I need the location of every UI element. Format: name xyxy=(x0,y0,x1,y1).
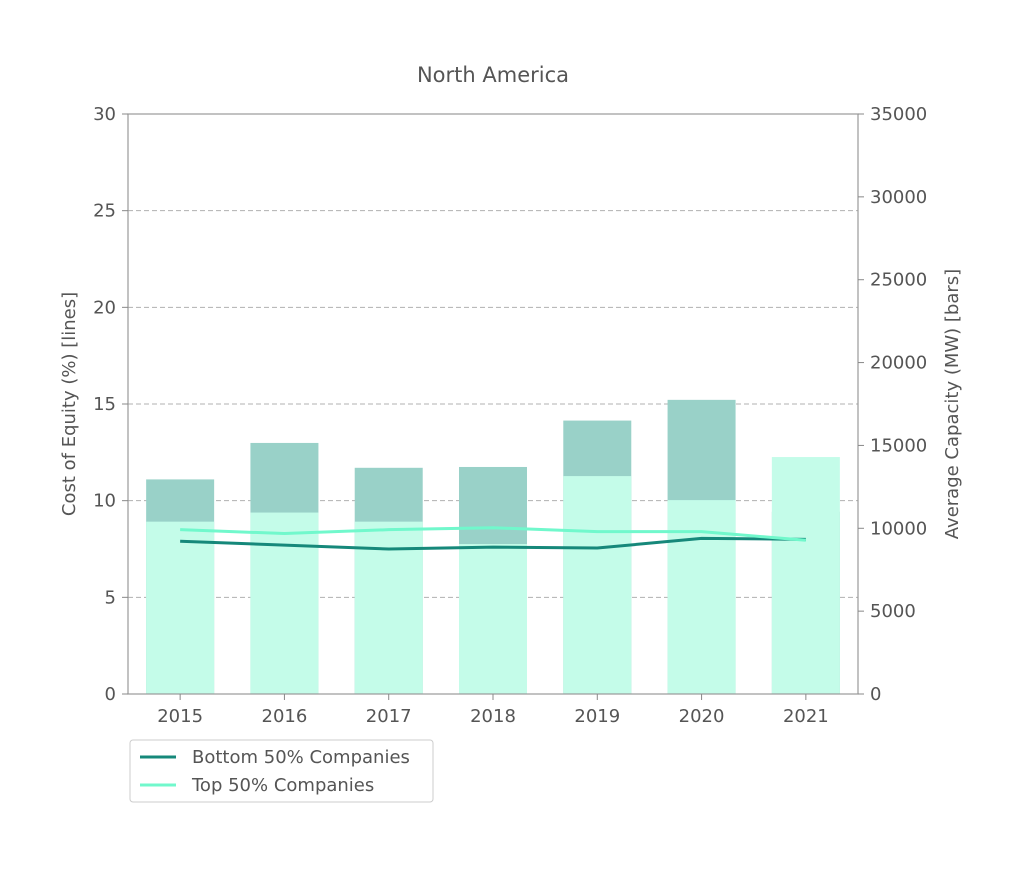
right-axis-label: Average Capacity (MW) [bars] xyxy=(942,269,963,539)
bar-top-2018 xyxy=(459,544,527,694)
x-tick-label: 2015 xyxy=(157,706,203,727)
bar-top-2016 xyxy=(250,512,319,694)
left-tick-label: 0 xyxy=(105,684,116,705)
left-tick-label: 30 xyxy=(93,104,116,125)
right-tick-label: 5000 xyxy=(870,601,916,622)
x-tick-label: 2019 xyxy=(574,706,620,727)
grid-lines xyxy=(128,210,858,598)
left-tick-label: 20 xyxy=(93,297,116,318)
bar-top-2021 xyxy=(771,457,840,694)
right-axis: 0 5000 10000 15000 20000 25000 30000 35000 xyxy=(858,104,927,705)
left-tick-label: 25 xyxy=(93,201,116,222)
right-tick-label: 15000 xyxy=(870,435,927,456)
legend-label-top: Top 50% Companies xyxy=(191,775,374,796)
left-tick-label: 5 xyxy=(105,587,116,608)
right-tick-label: 20000 xyxy=(870,353,927,374)
legend-label-bottom: Bottom 50% Companies xyxy=(192,747,410,768)
chart-title: North America xyxy=(417,63,569,87)
x-axis: 2015 2016 2017 2018 2019 2020 2021 xyxy=(157,694,829,727)
bar-top-2019 xyxy=(563,476,632,694)
left-tick-label: 10 xyxy=(93,491,116,512)
right-tick-label: 0 xyxy=(870,684,881,705)
bar-top-2020 xyxy=(667,500,736,694)
right-tick-label: 35000 xyxy=(870,104,927,125)
left-axis-label: Cost of Equity (%) [lines] xyxy=(59,292,80,516)
left-tick-label: 15 xyxy=(93,394,116,415)
lines-group xyxy=(180,526,806,551)
right-tick-label: 30000 xyxy=(870,187,927,208)
x-tick-label: 2016 xyxy=(262,706,308,727)
right-tick-label: 25000 xyxy=(870,270,927,291)
left-axis: 0 5 10 15 20 25 30 xyxy=(93,104,128,705)
line-bottom-companies xyxy=(180,536,806,551)
bar-top-2015 xyxy=(146,521,215,694)
x-tick-label: 2021 xyxy=(783,706,829,727)
x-tick-label: 2020 xyxy=(679,706,725,727)
legend-box xyxy=(129,739,434,803)
right-tick-label: 10000 xyxy=(870,518,927,539)
legend: Bottom 50% Companies Top 50% Companies xyxy=(129,739,434,803)
line-top-companies xyxy=(180,526,806,542)
x-tick-label: 2017 xyxy=(366,706,412,727)
x-tick-label: 2018 xyxy=(470,706,516,727)
bars-group xyxy=(146,399,840,694)
